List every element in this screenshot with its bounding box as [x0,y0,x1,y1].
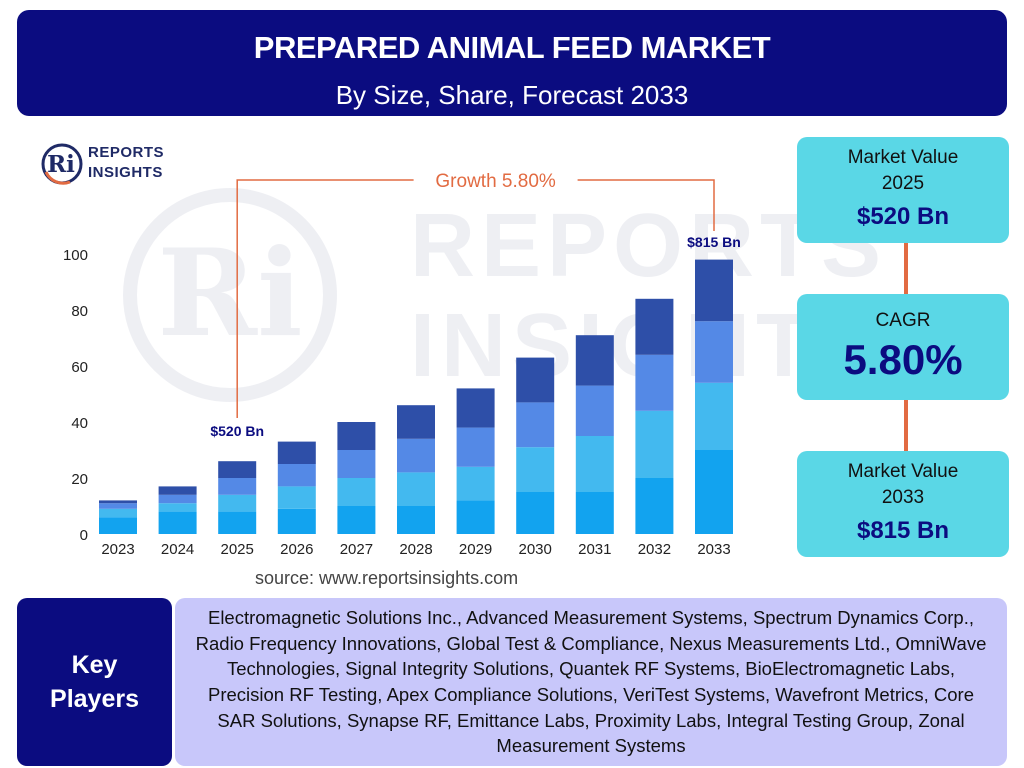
card-2033-value: $815 Bn [856,517,950,544]
y-tick-label: 60 [71,359,88,376]
brand-logo-icon: Ri [41,143,83,185]
bar-segment [397,405,435,439]
bar-segment [337,422,376,450]
bar-segment [516,357,555,403]
y-tick-label: 80 [71,303,88,320]
growth-line-right [577,179,715,231]
card-cagr: CAGR 5.80% [797,294,1009,400]
x-tick-label: 2027 [340,541,373,558]
source-note: source: www.reportsinsights.com [255,568,519,588]
bar-segment [277,486,316,509]
card-2025-value: $520 Bn [856,203,950,230]
bar-segment [99,508,137,518]
y-tick-label: 100 [63,247,88,264]
card-market-value-2025: Market Value 2025 $520 Bn [797,137,1009,243]
header-banner: PREPARED ANIMAL FEED MARKET By Size, Sha… [17,10,1007,116]
y-tick-label: 20 [71,471,88,488]
bar-segment [158,486,197,495]
x-tick-label: 2024 [161,541,194,558]
bar-segment [635,410,674,478]
bar-segment [695,382,733,450]
x-tick-label: 2033 [697,541,730,558]
bar-segment [218,494,257,512]
logo-line2: INSIGHTS [88,164,163,181]
logo-line1: REPORTS [88,144,165,161]
bar-segment [575,335,614,386]
bar-segment [456,388,495,428]
y-tick-label: 40 [71,415,88,432]
bar-segment [397,438,435,473]
end-value-label: $815 Bn [687,234,741,250]
bar-segment [456,500,495,534]
bar-segment [397,472,435,506]
bar-segment [218,461,257,478]
bar-segment [218,478,257,495]
card-2025-label: Market Value 2025 [847,147,959,194]
x-tick-label: 2030 [519,541,552,558]
card-cagr-label: CAGR [875,310,931,331]
brand-logo: Ri REPORTS INSIGHTS [40,142,180,185]
card-connector [904,243,908,294]
bar-segment [277,508,316,534]
bar-segment [337,506,376,534]
page-title: PREPARED ANIMAL FEED MARKET [253,30,771,65]
bar-segment [695,450,733,534]
card-2033-label: Market Value 2033 [847,461,959,508]
x-tick-label: 2032 [638,541,671,558]
bar-segment [277,441,316,464]
key-players-label: Key Players [17,598,172,766]
bar-segment [456,466,495,501]
logo-letters: Ri [47,151,75,178]
x-tick-label: 2026 [280,541,313,558]
bar-segment [277,464,316,487]
bar-segment [516,492,555,534]
bar-segment [99,500,137,504]
y-tick-label: 0 [80,527,88,544]
bar-segment [635,354,674,411]
bar-segment [516,447,555,492]
page-subtitle: By Size, Share, Forecast 2033 [335,80,689,110]
x-tick-label: 2031 [578,541,611,558]
bar-segment [575,385,614,436]
card-cagr-value: 5.80% [843,336,963,383]
key-players-list: Electromagnetic Solutions Inc., Advanced… [175,598,1007,766]
growth-label: Growth 5.80% [435,171,555,192]
x-tick-label: 2025 [221,541,254,558]
bar-segment [337,450,376,478]
bar-segment [397,506,435,534]
bar-segment [575,436,614,492]
bar-segment [99,503,137,509]
bar-segment [99,517,137,534]
bar-segment [695,321,733,383]
bar-segment [456,427,495,467]
x-tick-label: 2029 [459,541,492,558]
bar-segment [635,478,674,534]
bar-segment [516,402,555,448]
bar-segment [575,492,614,534]
card-connector [904,400,908,451]
bar-segment [337,478,376,506]
stacked-bar-chart: 0 20 40 60 80 100 2023 2024 2025 2026 2027 2028 2029… [63,171,741,558]
bar-segment [635,298,674,355]
x-tick-label: 2023 [101,541,134,558]
x-tick-label: 2028 [399,541,432,558]
bar-segment [218,511,257,534]
bar-segment [158,494,197,504]
bar-segment [695,259,733,322]
bar-segment [158,511,197,534]
card-market-value-2033: Market Value 2033 $815 Bn [797,451,1009,557]
start-value-label: $520 Bn [210,423,264,439]
growth-line-left [236,179,414,418]
bar-segment [158,503,197,512]
